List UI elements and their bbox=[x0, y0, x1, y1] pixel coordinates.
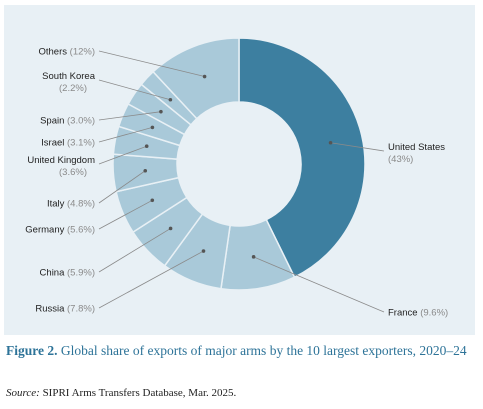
leader-dot-china bbox=[168, 226, 173, 231]
leader-line-spain bbox=[98, 111, 161, 121]
chart-panel: United States (43%) France (9.6%) Russia (7… bbox=[4, 5, 475, 335]
leader-lines-group bbox=[98, 50, 385, 313]
figure-caption: Figure 2. Global share of exports of maj… bbox=[6, 342, 476, 360]
label-name-spain: Spain bbox=[40, 116, 67, 127]
slice-united-states bbox=[238, 37, 366, 279]
donut-chart: United States(43%) France (9.6%) Russia (7… bbox=[25, 37, 448, 319]
label-value-italy: (4.8%) bbox=[67, 199, 95, 210]
leader-dot-germany bbox=[150, 198, 155, 203]
source-label: Source: bbox=[6, 387, 40, 399]
label-germany: Germany (5.6%) bbox=[25, 225, 95, 236]
figure-caption-text: Global share of exports of major arms by… bbox=[57, 343, 467, 358]
leader-dot-south-korea bbox=[168, 97, 173, 102]
label-china: China (5.9%) bbox=[40, 268, 95, 279]
label-value-germany: (5.6%) bbox=[67, 225, 95, 236]
leader-line-united-kingdom bbox=[98, 145, 147, 165]
slice-others bbox=[152, 37, 240, 120]
label-name-france: France bbox=[388, 308, 420, 319]
label-france: France (9.6%) bbox=[388, 308, 448, 319]
leader-dot-italy bbox=[143, 168, 148, 173]
leader-line-israel bbox=[98, 127, 153, 143]
label-value-china: (5.9%) bbox=[67, 268, 95, 279]
leader-dot-france bbox=[251, 255, 256, 259]
leader-line-russia bbox=[98, 250, 204, 309]
leader-line-germany bbox=[98, 199, 153, 230]
label-name-israel: Israel bbox=[41, 138, 67, 149]
label-value-spain: (3.0%) bbox=[67, 116, 95, 127]
label-name-russia: Russia bbox=[35, 304, 67, 315]
slices-group bbox=[112, 37, 366, 291]
leader-dot-others bbox=[202, 74, 207, 79]
figure-label: Figure 2. bbox=[6, 343, 58, 358]
leader-line-south-korea bbox=[98, 79, 171, 101]
label-value-south-korea: (2.2%) bbox=[59, 83, 87, 94]
leader-dot-russia bbox=[201, 249, 206, 253]
label-russia: Russia (7.8%) bbox=[35, 304, 95, 315]
label-name-china: China bbox=[40, 268, 67, 279]
leader-dot-united-states bbox=[328, 140, 333, 145]
label-name-south-korea: South Korea bbox=[42, 71, 96, 82]
label-value-others: (12%) bbox=[70, 47, 95, 58]
label-value-united-states: (43%) bbox=[388, 154, 413, 165]
label-israel: Israel (3.1%) bbox=[41, 138, 95, 149]
label-value-russia: (7.8%) bbox=[67, 304, 95, 315]
source-note: Source: SIPRI Arms Transfers Database, M… bbox=[6, 386, 476, 400]
source-text: SIPRI Arms Transfers Database, Mar. 2025… bbox=[39, 387, 237, 399]
leader-line-france bbox=[253, 256, 385, 313]
label-name-united-kingdom: United Kingdom bbox=[27, 155, 95, 166]
labels-group: United States(43%) France (9.6%) Russia (7… bbox=[25, 47, 448, 319]
label-spain: Spain (3.0%) bbox=[40, 116, 95, 127]
label-value-united-kingdom: (3.6%) bbox=[59, 167, 87, 178]
leader-line-china bbox=[98, 228, 171, 273]
leader-dot-spain bbox=[159, 109, 163, 114]
leader-line-united-states bbox=[330, 142, 385, 152]
label-others: Others (12%) bbox=[39, 47, 96, 58]
leader-line-others bbox=[98, 50, 205, 77]
label-name-germany: Germany bbox=[25, 225, 67, 236]
label-italy: Italy (4.8%) bbox=[47, 199, 95, 210]
label-value-israel: (3.1%) bbox=[67, 138, 95, 149]
leader-dot-israel bbox=[150, 125, 155, 130]
label-name-united-states: United States bbox=[388, 142, 445, 153]
label-name-italy: Italy bbox=[47, 199, 67, 210]
leader-dot-united-kingdom bbox=[144, 144, 149, 149]
label-value-france: (9.6%) bbox=[420, 308, 448, 319]
label-name-others: Others bbox=[39, 47, 70, 58]
leader-line-italy bbox=[98, 170, 146, 204]
